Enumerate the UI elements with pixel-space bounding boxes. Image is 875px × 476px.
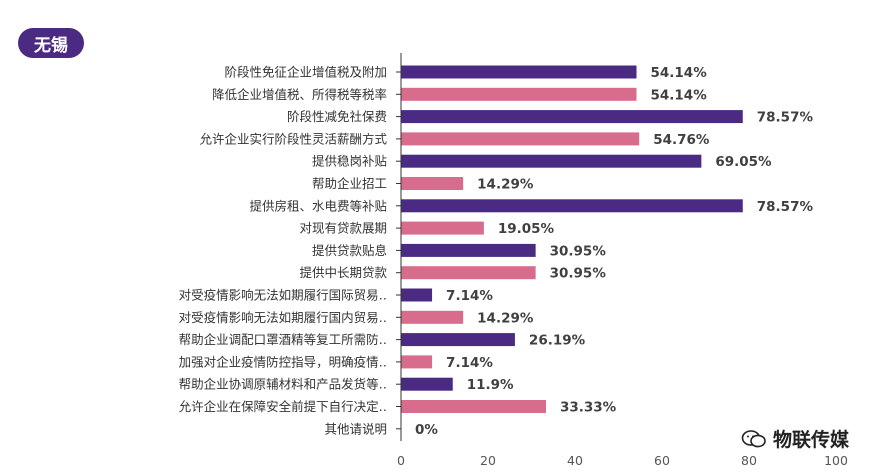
region-tag: 无锡: [18, 28, 84, 58]
value-label: 26.19%: [529, 333, 586, 349]
value-label: 78.57%: [757, 110, 814, 126]
chart-axes: 0 20 40 60 80 100: [396, 53, 848, 468]
bar: [401, 154, 702, 168]
wechat-icon: [741, 429, 766, 447]
x-tick-label: 40: [567, 453, 583, 468]
category-label: 阶段性免征企业增值税及附加: [224, 65, 387, 80]
bar: [401, 199, 743, 213]
watermark: 物联传媒: [741, 425, 849, 452]
x-tick-label: 60: [654, 453, 670, 468]
category-label: 对现有贷款展期: [299, 221, 387, 236]
bar-group: 阶段性免征企业增值税及附加 54.14% 降低企业增值税、所得税等税率 54.14% 阶…: [179, 65, 814, 438]
bar: [401, 333, 515, 347]
category-label: 提供房租、水电费等补贴: [249, 198, 387, 213]
x-tick-label: 20: [480, 453, 496, 468]
value-label: 30.95%: [550, 243, 607, 259]
bar: [401, 132, 640, 146]
category-label: 对受疫情影响无法如期履行国际贸易‥: [179, 288, 387, 303]
bar: [401, 243, 536, 257]
bar: [401, 221, 484, 235]
category-label: 帮助企业协调原辅材料和产品发货等‥: [179, 377, 387, 392]
bar: [401, 288, 433, 302]
value-label: 0%: [415, 422, 438, 438]
value-label: 33.33%: [560, 400, 617, 416]
bar: [401, 177, 464, 190]
x-tick-label: 0: [397, 453, 405, 468]
value-label: 14.29%: [477, 310, 534, 326]
value-label: 11.9%: [467, 377, 514, 393]
category-label: 对受疫情影响无法如期履行国内贸易‥: [179, 310, 387, 325]
value-label: 30.95%: [550, 266, 607, 282]
bar: [401, 110, 743, 124]
category-label: 降低企业增值税、所得税等税率: [212, 87, 387, 102]
bar: [401, 266, 536, 280]
watermark-text: 物联传媒: [772, 429, 849, 451]
value-label: 7.14%: [446, 288, 493, 304]
category-label: 加强对企业疫情防控指导，明确疫情‥: [179, 354, 387, 369]
bar: [401, 310, 464, 324]
value-label: 54.14%: [651, 87, 708, 103]
bar: [401, 87, 637, 101]
category-label: 允许企业在保障安全前提下自行决定‥: [179, 399, 387, 414]
value-label: 78.57%: [757, 199, 814, 215]
category-label: 其他请说明: [324, 421, 387, 436]
category-label: 阶段性减免社保费: [287, 109, 387, 124]
value-label: 69.05%: [715, 154, 772, 170]
value-label: 54.76%: [653, 132, 710, 148]
bar: [401, 355, 433, 369]
value-label: 19.05%: [498, 221, 555, 237]
x-tick-label: 80: [741, 453, 757, 468]
category-label: 提供中长期贷款: [299, 265, 387, 280]
x-tick-label: 100: [824, 453, 848, 468]
value-label: 54.14%: [651, 65, 708, 81]
bar: [401, 377, 453, 391]
bar: [401, 65, 637, 79]
value-label: 7.14%: [446, 355, 493, 371]
category-label: 帮助企业调配口罩酒精等复工所需防‥: [179, 332, 387, 347]
category-label: 提供贷款贴息: [312, 243, 387, 258]
category-label: 帮助企业招工: [312, 176, 387, 191]
value-label: 14.29%: [477, 177, 534, 193]
category-label: 允许企业实行阶段性灵活薪酬方式: [199, 131, 387, 146]
bar: [401, 400, 546, 413]
category-label: 提供稳岗补贴: [312, 154, 387, 169]
